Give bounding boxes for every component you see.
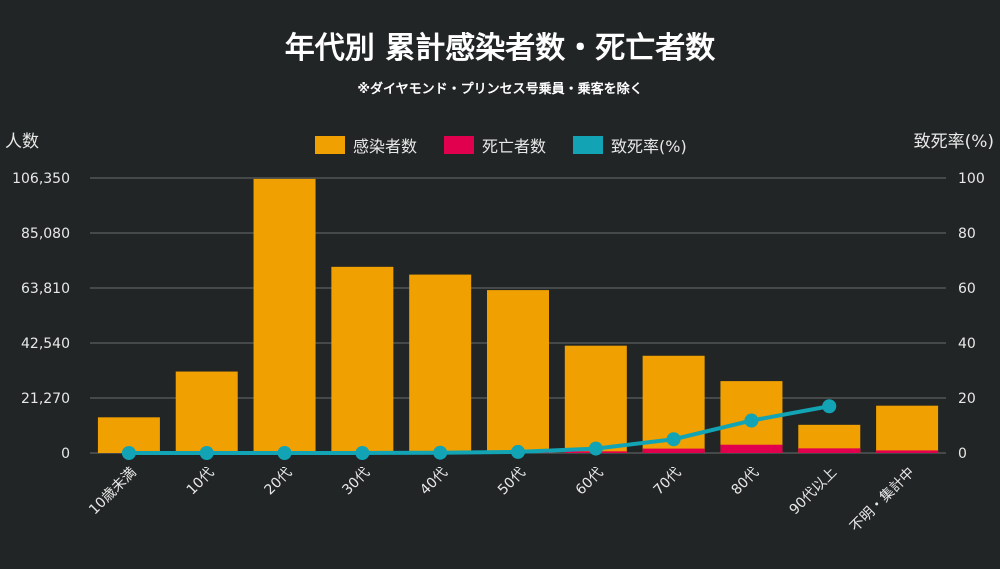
x-tick-label: 50代 bbox=[495, 465, 529, 499]
right-axis-title: 致死率(%) bbox=[914, 132, 994, 152]
right-tick-label: 20 bbox=[958, 391, 976, 407]
x-tick-label: 30代 bbox=[339, 465, 373, 499]
fatality-point bbox=[121, 446, 136, 460]
fatality-point bbox=[666, 432, 681, 447]
right-axis: 0 20 40 60 80 100 bbox=[958, 171, 985, 462]
bar-infections bbox=[331, 266, 394, 453]
fatality-line-path bbox=[128, 404, 830, 455]
legend-swatch bbox=[315, 136, 345, 154]
chart-subtitle: ※ダイヤモンド・プリンセス号乗員・乗客を除く bbox=[357, 81, 642, 97]
legend-label: 感染者数 bbox=[353, 137, 417, 156]
left-axis: 0 21,270 42,540 63,810 85,080 106,350 bbox=[12, 171, 70, 462]
fatality-line bbox=[121, 399, 837, 460]
bar-infections bbox=[409, 274, 472, 453]
fatality-point bbox=[744, 413, 759, 428]
chart-title: 年代別 累計感染者数・死亡者数 bbox=[285, 31, 716, 66]
right-tick-label: 100 bbox=[958, 171, 985, 187]
left-tick-label: 21,270 bbox=[21, 391, 70, 407]
fatality-point bbox=[199, 446, 214, 460]
x-tick-label: 10代 bbox=[184, 465, 218, 499]
bars bbox=[97, 178, 939, 453]
fatality-point bbox=[822, 399, 837, 414]
right-tick-label: 80 bbox=[958, 226, 976, 242]
fatality-point bbox=[511, 444, 525, 459]
x-tick-label: 20代 bbox=[262, 465, 296, 499]
x-tick-label: 10歳未満 bbox=[86, 465, 140, 519]
bar-infections bbox=[564, 345, 627, 453]
left-tick-label: 85,080 bbox=[21, 226, 70, 242]
legend-swatch bbox=[444, 136, 474, 154]
x-tick-label: 70代 bbox=[651, 465, 685, 499]
bar-infections bbox=[253, 178, 316, 453]
fatality-point bbox=[355, 446, 370, 460]
bar-infections bbox=[876, 405, 939, 453]
right-tick-label: 60 bbox=[958, 281, 976, 297]
fatality-point bbox=[588, 441, 603, 456]
x-tick-label: 80代 bbox=[728, 465, 762, 499]
legend-swatch bbox=[573, 136, 603, 154]
left-tick-label: 42,540 bbox=[21, 336, 70, 352]
x-tick-label: 40代 bbox=[417, 465, 451, 499]
fatality-point bbox=[277, 446, 292, 460]
x-tick-label: 90代以上 bbox=[786, 465, 840, 519]
right-tick-label: 0 bbox=[958, 446, 967, 462]
right-tick-label: 40 bbox=[958, 336, 976, 352]
x-tick-label: 不明・集計中 bbox=[847, 464, 918, 535]
bar-infections bbox=[798, 424, 861, 453]
bar-infections bbox=[487, 290, 549, 453]
legend: 感染者数 死亡者数 致死率(%) bbox=[315, 136, 687, 156]
bar-deaths bbox=[876, 450, 939, 453]
legend-label: 死亡者数 bbox=[482, 137, 546, 156]
bar-deaths bbox=[642, 448, 705, 453]
x-axis: 10歳未満 10代 20代 30代 40代 50代 60代 70代 80代 90代以上 不明・集計中 bbox=[86, 464, 918, 535]
bar-deaths bbox=[798, 448, 861, 453]
left-tick-label: 0 bbox=[61, 446, 70, 462]
fatality-point bbox=[433, 445, 448, 460]
left-axis-title: 人数 bbox=[5, 132, 39, 152]
legend-label: 致死率(%) bbox=[611, 137, 687, 156]
left-tick-label: 106,350 bbox=[12, 171, 70, 187]
bar-deaths bbox=[720, 444, 783, 453]
bar-infections bbox=[175, 371, 238, 453]
x-tick-label: 60代 bbox=[573, 465, 607, 499]
left-tick-label: 63,810 bbox=[21, 281, 70, 297]
